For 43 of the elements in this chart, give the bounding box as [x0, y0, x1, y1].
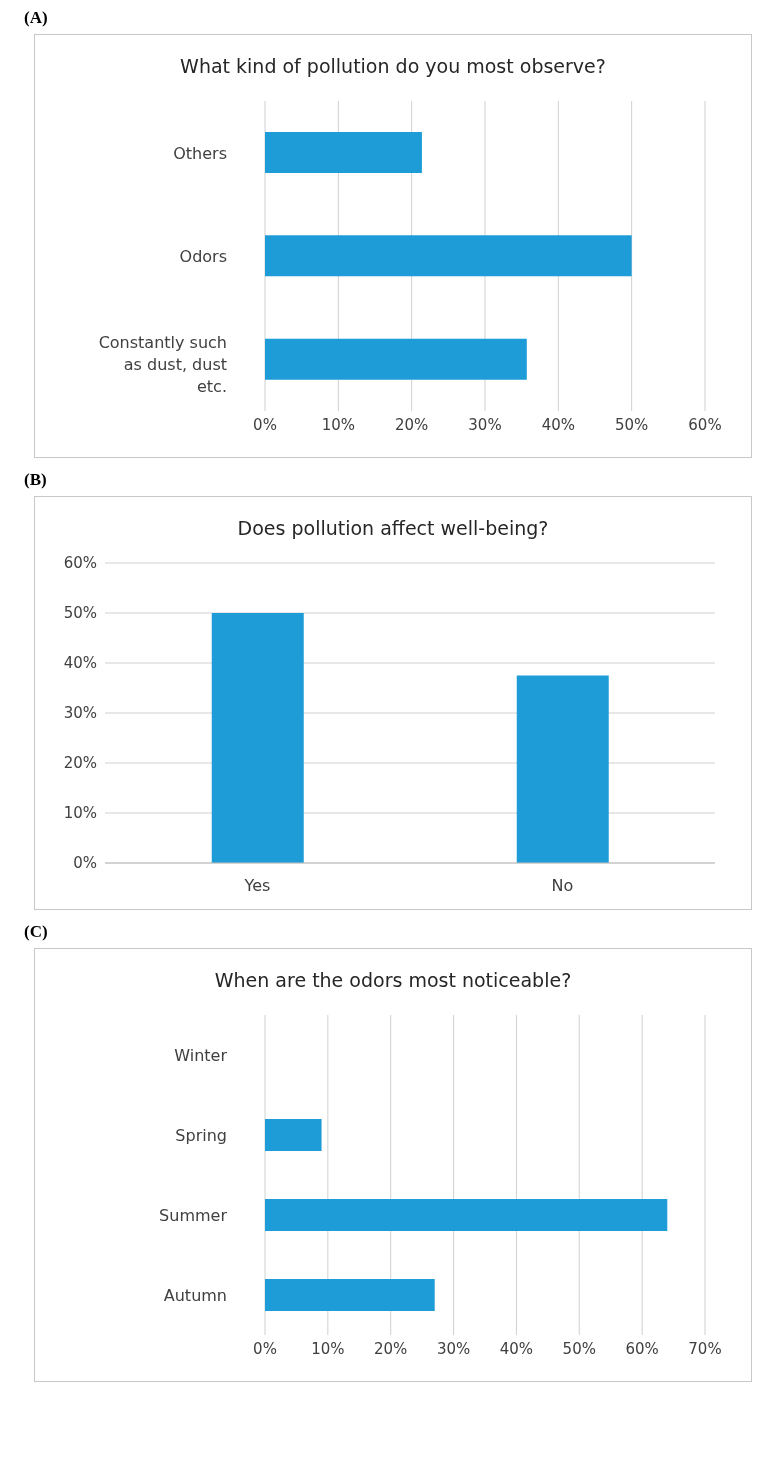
y-tick-label: 30%: [63, 704, 97, 723]
x-tick-label: 0%: [253, 415, 277, 434]
x-tick-label: 30%: [436, 1339, 471, 1358]
y-tick-label: Odors: [179, 246, 227, 266]
x-tick-label: 60%: [688, 415, 722, 434]
text: (A): [24, 8, 49, 29]
y-tick-label: Summer: [159, 1205, 228, 1225]
x-tick-label: 10%: [311, 1339, 345, 1358]
y-tick-label: 10%: [63, 804, 97, 823]
text: (C): [24, 922, 49, 943]
chart-title: Does pollution affect well-being?: [236, 517, 550, 539]
x-tick-label: 40%: [541, 415, 576, 434]
x-tick-label: 60%: [625, 1339, 659, 1358]
y-tick-label: Constantly such as dust, dust etc.: [98, 332, 227, 396]
bar: [265, 338, 527, 380]
bar: [265, 132, 422, 173]
text: (B): [24, 470, 48, 491]
x-tick-label: 30%: [468, 415, 502, 434]
chart-title: What kind of pollution do you most observe?: [179, 55, 607, 77]
y-tick-label: 50%: [63, 604, 97, 623]
y-tick-label: 40%: [63, 654, 97, 673]
y-tick-label: 60%: [63, 554, 97, 573]
x-tick-label: 0%: [253, 1339, 277, 1358]
x-tick-label: 50%: [562, 1339, 596, 1358]
bar: [265, 1119, 322, 1151]
x-tick-label: Yes: [243, 876, 271, 895]
x-tick-label: 70%: [688, 1339, 722, 1358]
bar: [265, 235, 632, 277]
x-tick-label: 20%: [394, 415, 429, 434]
x-tick-label: 50%: [614, 415, 649, 434]
x-tick-label: No: [551, 876, 574, 895]
bar: [265, 1279, 435, 1311]
y-tick-label: Autumn: [163, 1285, 227, 1305]
bar: [265, 1199, 668, 1231]
chart-title: When are the odors most noticeable?: [213, 969, 573, 991]
x-tick-label: 40%: [499, 1339, 534, 1358]
y-tick-label: Winter: [174, 1045, 228, 1065]
x-tick-label: 20%: [374, 1339, 408, 1358]
y-tick-label: Spring: [175, 1125, 227, 1145]
y-tick-label: 20%: [63, 754, 97, 773]
x-tick-label: 10%: [321, 415, 356, 434]
y-tick-label: 0%: [73, 854, 97, 873]
y-tick-label: Others: [173, 143, 227, 163]
